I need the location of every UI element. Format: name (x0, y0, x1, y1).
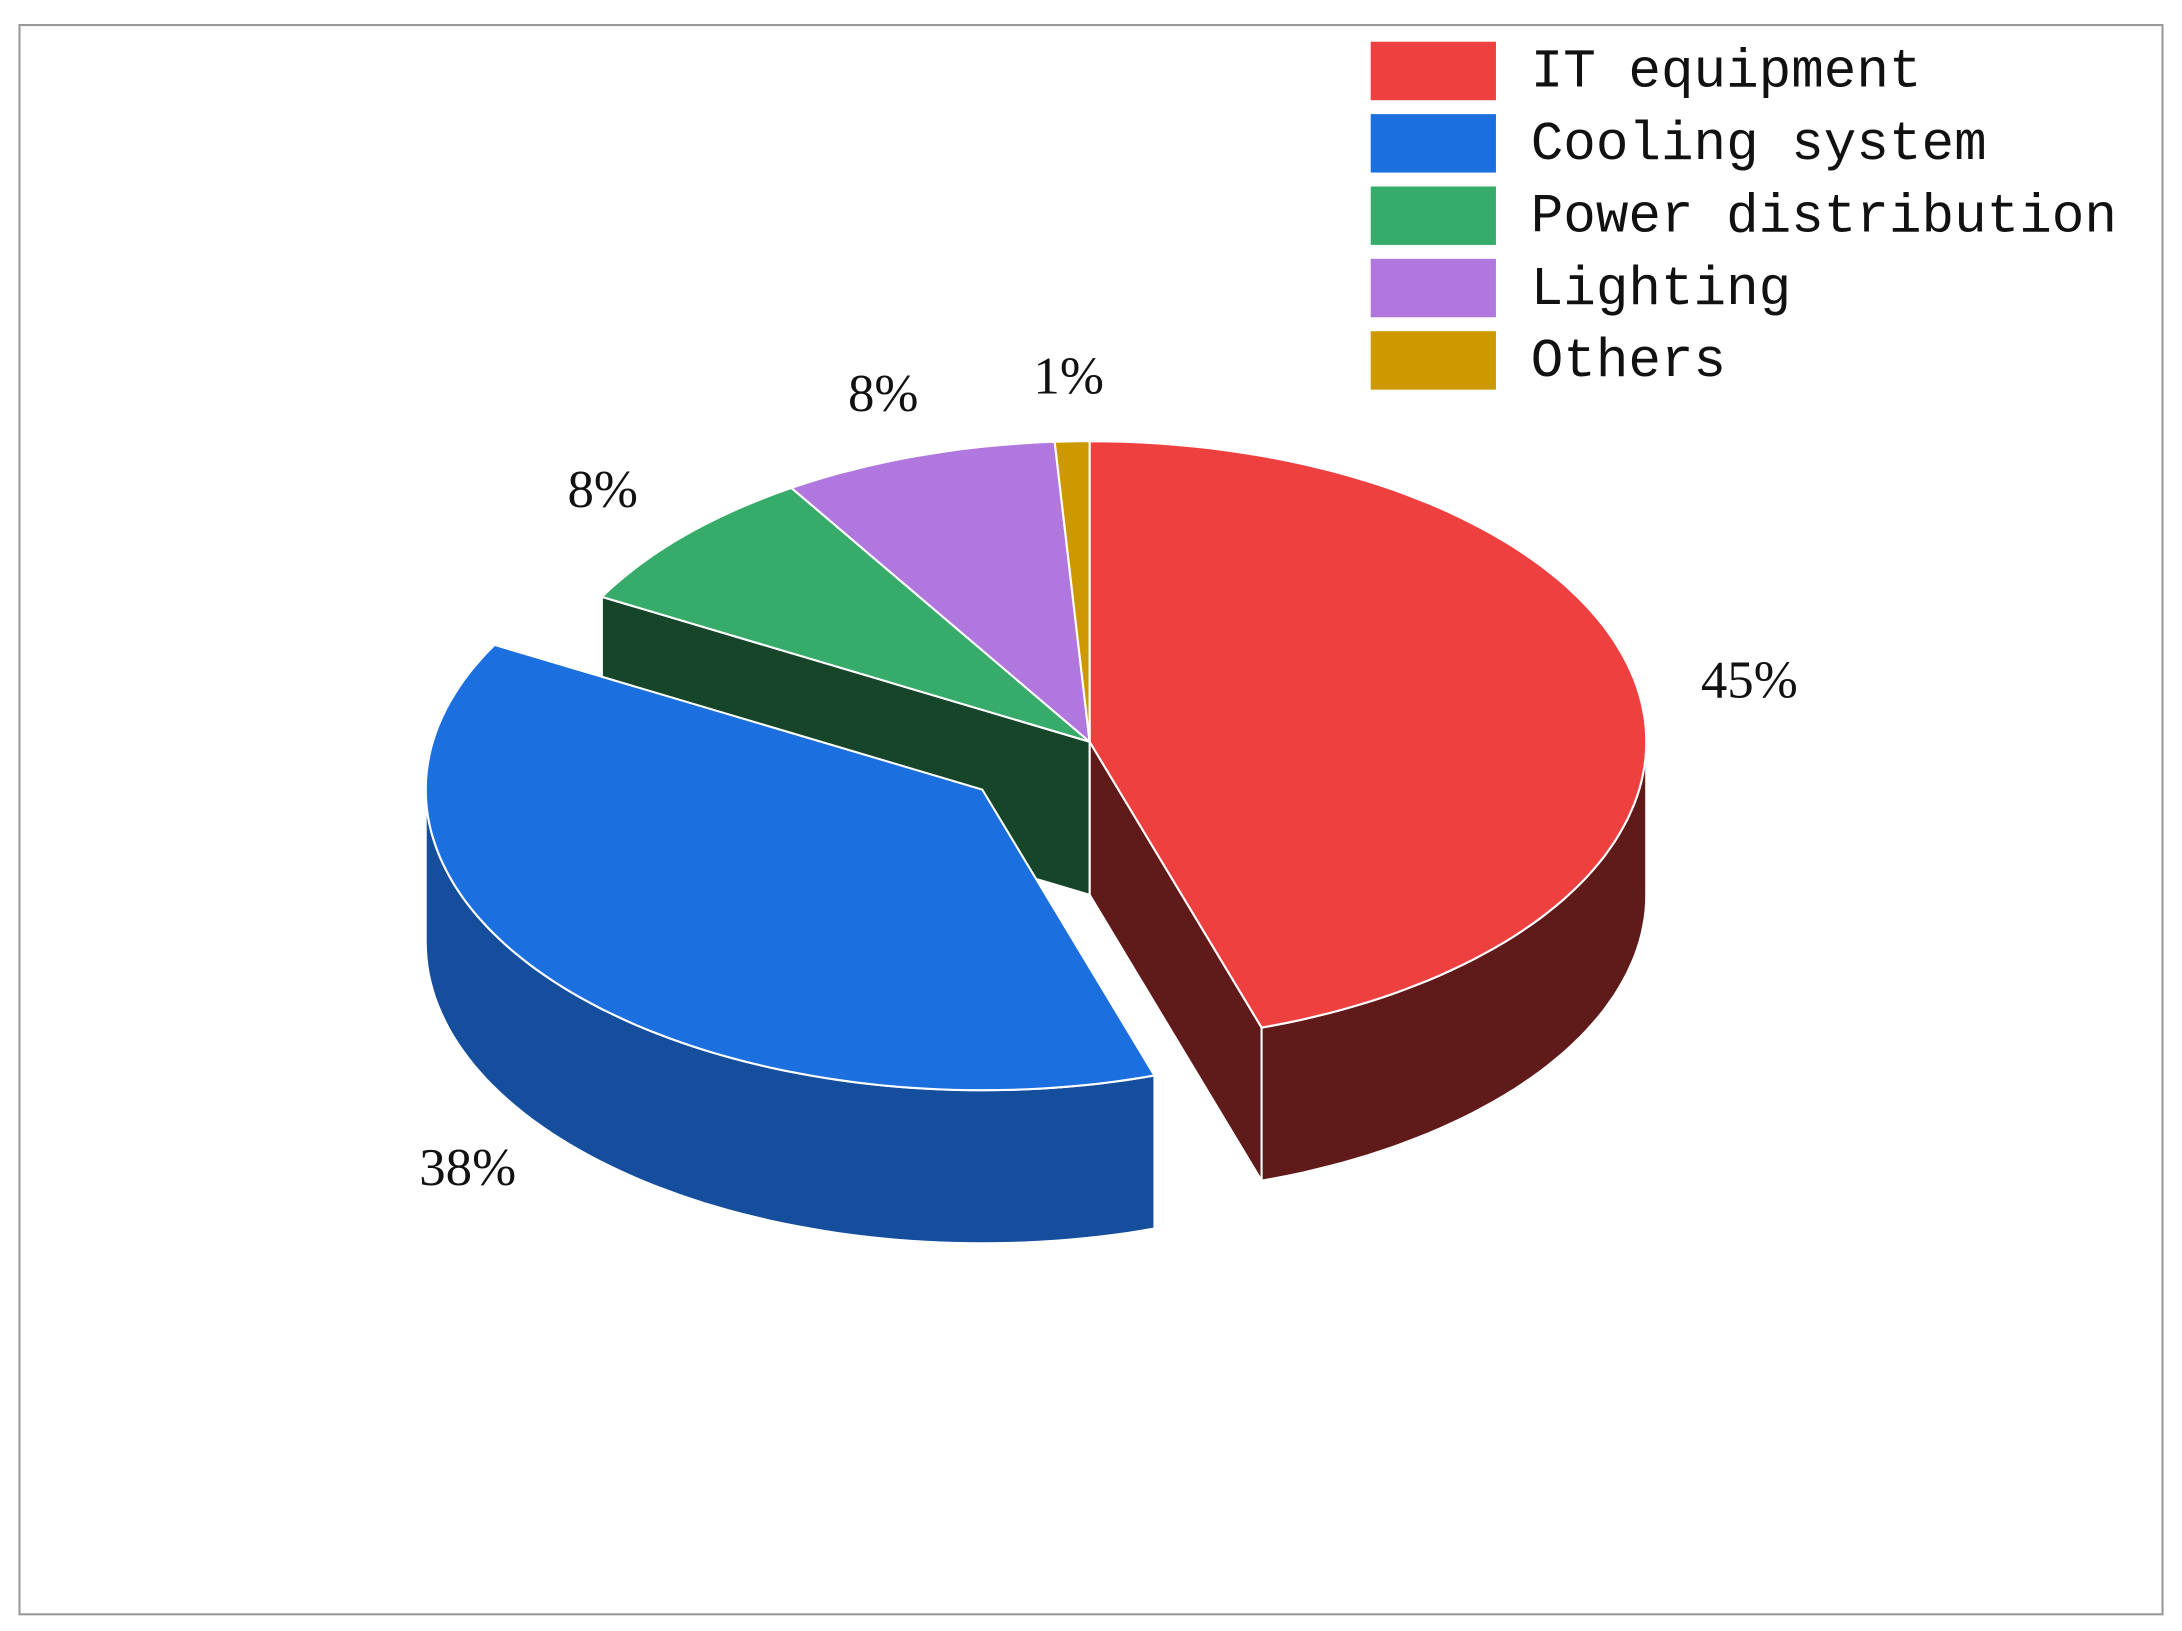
legend-swatch (1370, 41, 1496, 101)
legend-label: Lighting (1531, 260, 1792, 321)
value-label: 38% (419, 1139, 516, 1197)
slice (789, 440, 1091, 745)
value-label: 1% (1033, 347, 1103, 405)
pie-tops (599, 440, 1648, 1029)
value-label: 8% (567, 461, 637, 519)
slice (424, 643, 1157, 1092)
legend-swatch (1370, 331, 1496, 390)
value-label: 8% (848, 365, 918, 423)
legend-swatch (1370, 258, 1496, 318)
legend-swatch (1370, 114, 1496, 173)
legend: IT equipment Cooling system Power distribu… (1370, 41, 2117, 393)
slice (1088, 440, 1648, 1029)
legend-label: Cooling system (1531, 115, 1987, 176)
legend-label: IT equipment (1531, 43, 1922, 104)
pie-exploded (424, 643, 1157, 1245)
value-label: 45% (1701, 651, 1798, 709)
slice (599, 486, 1091, 743)
slice (1053, 440, 1091, 742)
legend-label: Power distribution (1531, 187, 2117, 248)
legend-label: Others (1531, 332, 1726, 393)
legend-swatch (1370, 186, 1496, 245)
labels: 45% 38% 8% 8% 1% (419, 347, 1798, 1196)
